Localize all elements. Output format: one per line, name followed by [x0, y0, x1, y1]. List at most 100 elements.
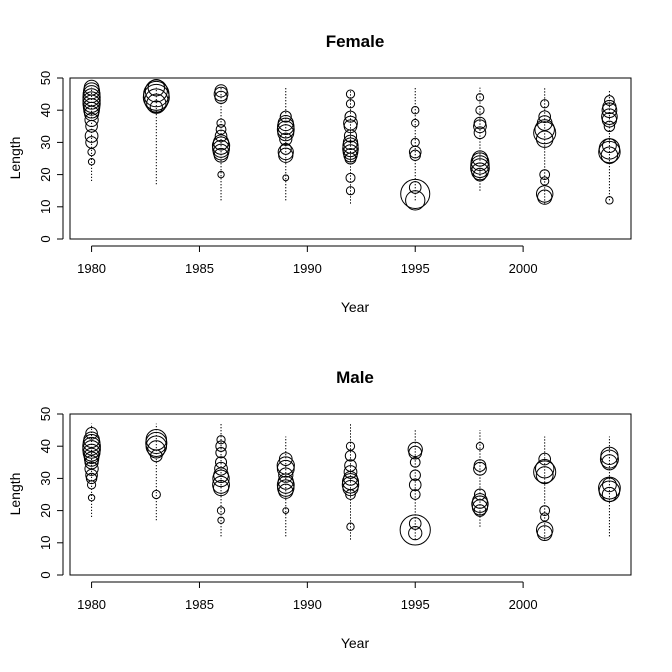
male-bubble-point	[409, 489, 421, 500]
male-bubble-point	[216, 435, 226, 445]
female-bubble-point	[411, 118, 420, 128]
female-bubble-point	[278, 147, 294, 163]
male-bubble-point	[86, 480, 97, 490]
male-bubble-point	[344, 450, 357, 462]
female-bubble-point	[601, 102, 618, 119]
female-bubble-point	[345, 186, 356, 196]
male-bubble-point	[539, 505, 551, 516]
male-bubble-point	[212, 475, 230, 494]
female-bubble-point	[475, 105, 485, 115]
female-bubble-point	[217, 170, 225, 179]
female-bubble-point	[344, 152, 357, 165]
female-y-tick-label: 30	[38, 135, 53, 149]
female-bubble-point	[344, 110, 357, 123]
female-bubble-point	[83, 101, 100, 119]
male-bubble-point	[278, 483, 294, 499]
male-y-tick-label: 30	[38, 471, 53, 485]
female-bubble-point	[279, 142, 292, 155]
female-panel: Female 1980 1985 1990 1995 2000 0 10 20 30 40 50 Y…	[7, 32, 632, 315]
female-bubble-point	[212, 143, 230, 161]
male-bubble-point	[342, 479, 359, 497]
male-bubble-point	[278, 467, 294, 483]
female-bubble-point	[473, 119, 487, 134]
female-bubble-point	[598, 140, 621, 164]
male-bubble-point	[147, 440, 166, 459]
female-bubble-point	[400, 178, 431, 209]
male-bubble-point	[473, 504, 487, 517]
female-bubble-point	[405, 190, 426, 211]
male-y-tick-label: 50	[38, 407, 53, 421]
male-bubble-point	[82, 440, 101, 459]
male-bubble-point	[343, 465, 358, 479]
female-bubble-point	[277, 124, 295, 142]
female-bubble-point	[534, 119, 555, 140]
female-bubble-point	[87, 147, 96, 157]
male-bubble-point	[602, 477, 617, 493]
male-bubble-point	[407, 441, 423, 458]
female-bubble-point	[82, 91, 101, 110]
male-bubble-point	[471, 499, 489, 516]
male-y-tick-label: 10	[38, 536, 53, 550]
female-x-tick-label: 1985	[185, 261, 214, 276]
female-bubble-point	[214, 90, 228, 104]
male-bubble-point	[535, 521, 554, 539]
male-bubble-point	[345, 489, 356, 500]
female-bubble-point	[533, 121, 557, 145]
male-bubble-point	[276, 475, 295, 494]
female-bubble-point	[211, 136, 231, 155]
female-bubble-point	[471, 150, 489, 167]
female-bubble-point	[142, 83, 170, 111]
female-bubble-point	[84, 112, 99, 127]
male-bubble-point	[536, 525, 553, 541]
male-bubble-point	[408, 526, 423, 541]
female-bubble-point	[535, 185, 554, 203]
male-bubble-point	[214, 461, 228, 476]
male-bubble-point	[82, 436, 101, 456]
male-y-tick-label: 0	[38, 571, 53, 578]
male-bubble-point	[212, 469, 230, 488]
female-bubble-point	[471, 162, 489, 181]
male-bubble-point	[346, 522, 355, 531]
female-bubble-point	[601, 112, 618, 128]
female-bubble-point	[473, 126, 487, 140]
female-bubble-point	[345, 89, 356, 99]
male-chart-title: Male	[336, 368, 374, 387]
female-bubble-point	[538, 110, 552, 123]
male-x-tick-label: 2000	[509, 597, 538, 612]
female-bubble-point	[540, 99, 550, 109]
female-bubble-point	[279, 132, 293, 146]
female-bubble-point	[87, 158, 96, 166]
male-bubble-point	[83, 451, 100, 467]
female-y-tick-label: 0	[38, 235, 53, 242]
male-bubble-point	[471, 495, 489, 513]
female-bubble-point	[213, 147, 229, 163]
female-bubble-point	[408, 181, 422, 194]
male-bubble-point	[87, 494, 96, 502]
female-bubble-point	[539, 169, 551, 180]
male-bubble-point	[409, 469, 421, 481]
female-bubble-point	[282, 174, 290, 182]
female-bubble-point	[147, 78, 166, 97]
female-bubble-point	[601, 108, 618, 125]
male-bubble-point	[535, 466, 554, 485]
male-x-tick-label: 1990	[293, 597, 322, 612]
male-bubble-point	[149, 449, 163, 463]
male-bubble-point	[540, 512, 550, 522]
male-bubble-point	[601, 486, 618, 503]
female-bubble-point	[82, 94, 101, 113]
male-plot-frame	[69, 413, 632, 576]
female-bubble-point	[342, 144, 359, 160]
female-plot-area: 1980 1985 1990 1995 2000 0 10 20 30 40 50	[38, 71, 632, 276]
female-bubble-point	[409, 149, 421, 161]
male-bubble-point	[216, 506, 226, 515]
female-bubble-point	[212, 139, 230, 158]
female-plot-frame	[69, 77, 632, 240]
female-bubble-point	[345, 99, 356, 109]
male-bubble-point	[408, 445, 423, 460]
female-x-tick-label: 1980	[77, 261, 106, 276]
male-bubble-point	[84, 461, 99, 476]
male-bubble-point	[475, 442, 485, 451]
male-bubble-point	[473, 461, 487, 476]
male-bubble-point	[538, 452, 552, 466]
